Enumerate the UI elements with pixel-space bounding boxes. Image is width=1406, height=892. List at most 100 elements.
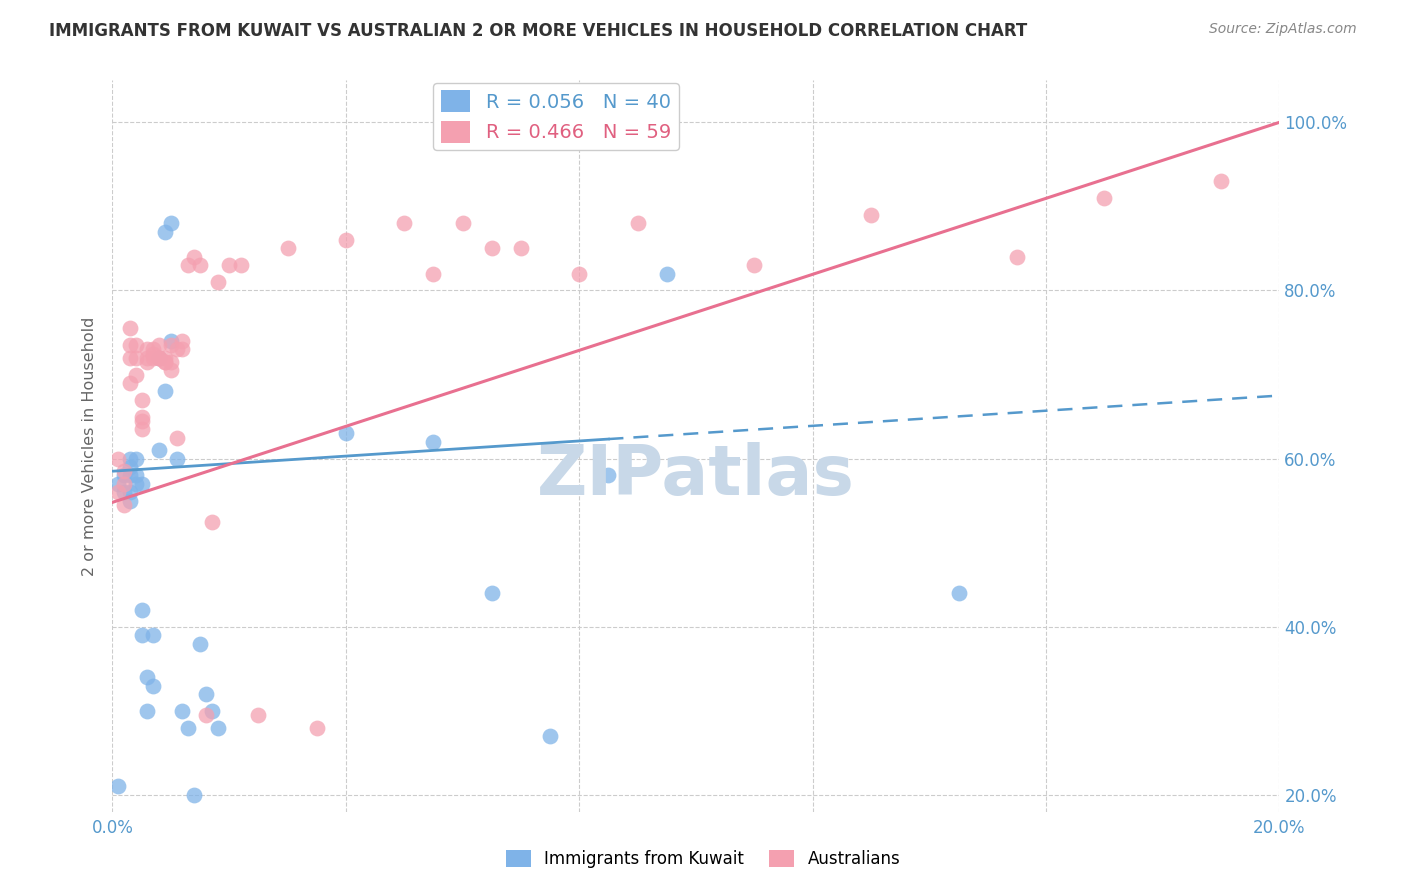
Point (172, 704, 194, 718)
Point (948, 586, 970, 600)
Point (1209, 174, 1232, 188)
Legend: Immigrants from Kuwait, Australians: Immigrants from Kuwait, Australians (499, 843, 907, 875)
Point (125, 468, 148, 483)
Point (451, 216, 474, 230)
Point (136, 355, 159, 369)
Point (194, 687, 217, 701)
Point (160, 334, 183, 348)
Point (148, 443, 170, 458)
Point (568, 267, 591, 281)
Point (148, 338, 170, 352)
Point (153, 351, 176, 365)
Point (136, 351, 159, 365)
Point (153, 384, 176, 399)
Point (1094, 191, 1116, 205)
Point (112, 464, 135, 478)
Point (153, 225, 176, 239)
Point (276, 242, 298, 256)
Point (118, 468, 141, 483)
Point (118, 338, 141, 352)
Point (160, 338, 183, 352)
Point (112, 485, 135, 500)
Point (860, 208, 883, 222)
Point (142, 628, 165, 642)
Point (655, 267, 678, 281)
Point (509, 242, 531, 256)
Point (422, 267, 444, 281)
Point (305, 721, 328, 735)
Point (160, 216, 183, 230)
Point (218, 258, 240, 272)
Legend: R = 0.056   N = 40, R = 0.466   N = 59: R = 0.056 N = 40, R = 0.466 N = 59 (433, 83, 679, 151)
Point (125, 351, 148, 365)
Point (172, 343, 194, 357)
Point (131, 409, 153, 424)
Point (481, 242, 503, 256)
Point (207, 275, 229, 289)
Point (112, 468, 135, 483)
Point (247, 708, 270, 723)
Point (118, 376, 141, 390)
Point (148, 351, 170, 365)
Text: IMMIGRANTS FROM KUWAIT VS AUSTRALIAN 2 OR MORE VEHICLES IN HOUSEHOLD CORRELATION: IMMIGRANTS FROM KUWAIT VS AUSTRALIAN 2 O… (49, 22, 1028, 40)
Point (166, 343, 188, 357)
Text: Source: ZipAtlas.com: Source: ZipAtlas.com (1209, 22, 1357, 37)
Point (598, 468, 620, 483)
Point (107, 451, 129, 466)
Point (125, 368, 148, 382)
Point (153, 355, 176, 369)
Point (107, 485, 129, 500)
Point (118, 485, 141, 500)
Point (131, 414, 153, 428)
Point (118, 351, 141, 365)
Point (183, 788, 205, 802)
Point (183, 250, 205, 264)
Point (177, 721, 200, 735)
Point (118, 321, 141, 335)
Point (148, 351, 170, 365)
Point (131, 422, 153, 436)
Point (136, 343, 159, 357)
Text: ZIPatlas: ZIPatlas (537, 442, 855, 508)
Point (166, 431, 188, 445)
Point (142, 346, 165, 360)
Point (107, 476, 129, 491)
Y-axis label: 2 or more Vehicles in Household: 2 or more Vehicles in Household (82, 317, 97, 575)
Point (422, 434, 444, 449)
Point (112, 476, 135, 491)
Point (627, 216, 650, 230)
Point (538, 729, 561, 743)
Point (229, 258, 252, 272)
Point (481, 586, 503, 600)
Point (201, 515, 224, 529)
Point (742, 258, 765, 272)
Point (394, 216, 416, 230)
Point (142, 679, 165, 693)
Point (188, 636, 211, 650)
Point (160, 363, 183, 377)
Point (142, 351, 165, 365)
Point (112, 498, 135, 512)
Point (1005, 250, 1028, 264)
Point (118, 451, 141, 466)
Point (207, 721, 229, 735)
Point (131, 603, 153, 617)
Point (166, 451, 188, 466)
Point (148, 351, 170, 365)
Point (194, 708, 217, 723)
Point (177, 258, 200, 272)
Point (172, 334, 194, 348)
Point (131, 628, 153, 642)
Point (188, 258, 211, 272)
Point (118, 460, 141, 475)
Point (107, 780, 129, 794)
Point (136, 670, 159, 684)
Point (160, 355, 183, 369)
Point (335, 233, 357, 247)
Point (118, 493, 141, 508)
Point (201, 704, 224, 718)
Point (131, 476, 153, 491)
Point (335, 426, 357, 441)
Point (142, 343, 165, 357)
Point (125, 476, 148, 491)
